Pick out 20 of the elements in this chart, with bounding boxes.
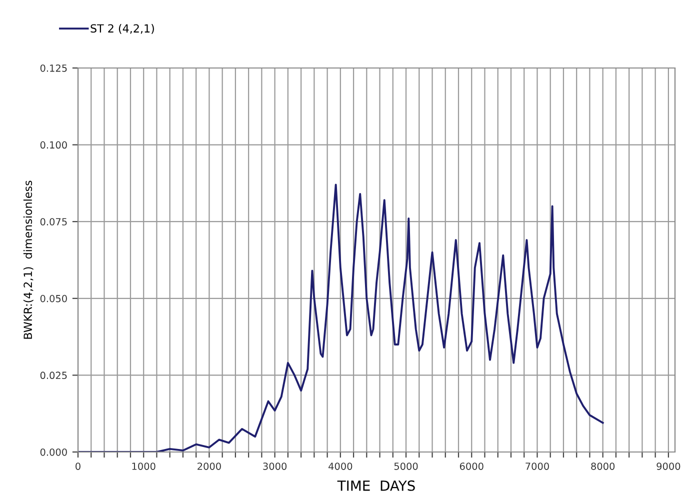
x-tick-label: 4000 <box>328 462 352 470</box>
legend-label: ST 2 (4,2,1) <box>90 24 154 34</box>
x-tick-label: 8000 <box>591 462 615 470</box>
x-tick-label: 6000 <box>460 462 484 470</box>
x-tick-label: 3000 <box>263 462 287 470</box>
x-tick-label: 9000 <box>656 462 680 470</box>
x-tick-label: 1000 <box>132 462 156 470</box>
x-tick-label: 0 <box>76 462 80 470</box>
line-series <box>78 184 604 452</box>
y-tick-label: 0.075 <box>40 218 67 226</box>
y-tick-label: 0.100 <box>40 141 67 149</box>
x-tick-label: 5000 <box>394 462 418 470</box>
y-tick-label: 0.050 <box>40 294 67 302</box>
y-tick-label: 0.025 <box>40 372 67 380</box>
y-tick-label: 0.125 <box>40 64 67 72</box>
y-tick-label: 0.000 <box>40 448 67 456</box>
x-tick-label: 2000 <box>198 462 221 470</box>
x-axis-title: TIME DAYS <box>337 480 415 491</box>
x-tick-label: 7000 <box>526 462 549 470</box>
y-axis-title: BWKR:(4,2,1) dimensionless <box>23 180 34 339</box>
